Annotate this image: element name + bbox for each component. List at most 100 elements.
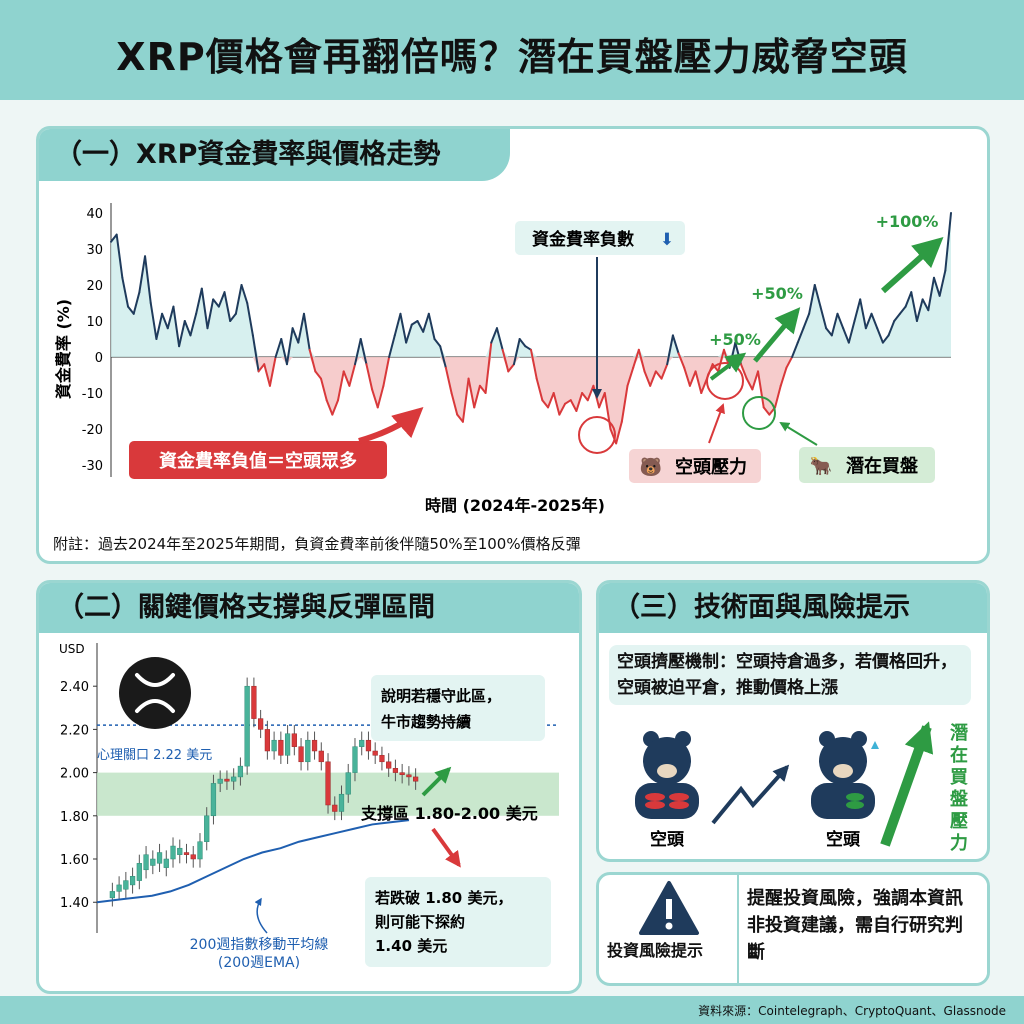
rally-label-50a: +50% (709, 330, 761, 349)
funding-line-segment (564, 399, 572, 405)
funding-line-segment (461, 377, 470, 423)
bear-pressure-badge (629, 449, 761, 483)
candle (244, 685, 250, 767)
funding-line-segment (388, 334, 396, 358)
funding-line-segment (808, 284, 816, 315)
funding-line-segment (932, 276, 941, 297)
bear-face-icon: 🐻 (640, 456, 662, 478)
funding-line-segment (927, 276, 935, 312)
funding-line-segment (155, 312, 164, 340)
funding-line-segment (149, 302, 158, 340)
funding-line-segment (898, 305, 907, 315)
candle (278, 739, 284, 756)
candle (399, 772, 405, 776)
candle (163, 858, 169, 868)
bear-label-2: 空頭 (826, 829, 861, 850)
candle (109, 891, 115, 899)
y-tick-label: 2.20 (60, 723, 89, 738)
bear-crowd-label: 資金費率負值＝空頭眾多 (159, 450, 357, 472)
funding-line-segment (195, 287, 203, 315)
svg-text:壓: 壓 (950, 811, 968, 832)
candle (365, 739, 372, 752)
funding-line-segment (825, 327, 833, 337)
funding-line-segment (813, 284, 822, 308)
candle (352, 746, 358, 773)
buy-pressure-label: 潛 在 買 盤 壓 力 (950, 723, 969, 854)
funding-line-segment (274, 338, 283, 358)
funding-line-segment (581, 392, 589, 402)
candle (372, 750, 378, 756)
funding-line-segment (490, 327, 498, 344)
funding-line-segment (234, 284, 243, 315)
candle (204, 815, 210, 842)
svg-text:在: 在 (950, 744, 968, 766)
y-tick-label: 1.80 (60, 810, 89, 825)
funding-line-segment (762, 406, 771, 416)
funding-line-segment (302, 312, 311, 351)
candle (379, 755, 385, 763)
funding-line-segment (637, 348, 646, 373)
bear-crowd-badge (129, 441, 387, 479)
funding-line-segment (172, 305, 181, 348)
candle (345, 772, 351, 795)
funding-line-segment (876, 327, 884, 344)
bear-arrow-icon (431, 827, 461, 868)
funding-line-segment (263, 363, 271, 387)
funding-line-segment (121, 276, 130, 308)
funding-line-segment (575, 392, 584, 412)
y-tick-label: 2.00 (60, 767, 89, 782)
candle (217, 778, 223, 784)
candle (305, 739, 311, 763)
funding-line-segment (535, 377, 544, 402)
funding-rate-panel: （一）XRP資金費率與價格走勢 40 30 20 10 0 -10 -20 -30 資金費率 … (36, 126, 990, 564)
funding-line-segment (779, 366, 788, 387)
y-tick-label: 2.40 (60, 680, 89, 695)
funding-line-segment (285, 327, 294, 366)
bear-note-line3: 1.40 美元 (375, 937, 447, 955)
funding-line-segment (842, 327, 850, 344)
funding-line-segment (478, 384, 487, 394)
funding-line-segment (337, 370, 345, 402)
rally-label-100: +100% (876, 212, 939, 231)
bear-label-1: 空頭 (650, 829, 685, 850)
potential-buy-label: 潛在買盤 (846, 455, 919, 477)
bull-note-line2: 牛市趨勢持續 (381, 713, 471, 731)
funding-line-segment (791, 341, 799, 358)
candle (264, 729, 270, 752)
funding-line-segment (456, 413, 464, 423)
funding-line-segment (376, 384, 385, 409)
short-squeeze-text: 空頭擠壓機制：空頭持倉過多，若價格回升，空頭被迫平倉，推動價格上漲 (609, 645, 971, 705)
funding-line-segment (399, 312, 408, 344)
candle (190, 854, 196, 860)
funding-line-segment (127, 305, 135, 315)
y-tick-label: 20 (86, 279, 103, 294)
funding-line-segment (864, 312, 873, 330)
funding-line-segment (161, 312, 169, 330)
section-title-technical: （三）技術面與風險提示 (599, 583, 987, 633)
funding-line-segment (297, 312, 305, 344)
negative-funding-box (515, 221, 685, 255)
candle (386, 761, 392, 769)
funding-line-segment (694, 370, 703, 394)
candle (338, 793, 345, 812)
candle (210, 783, 217, 817)
funding-line-segment (853, 298, 862, 322)
funding-line-segment (558, 402, 567, 416)
candle (325, 761, 331, 806)
warning-icon (639, 881, 699, 935)
section-title-support: （二）關鍵價格支撐與反彈區間 (39, 583, 579, 633)
funding-line-segment (450, 392, 459, 416)
funding-line-segment (166, 305, 175, 330)
svg-text:力: 力 (950, 833, 968, 854)
funding-line-segment (887, 320, 896, 337)
funding-line-segment (320, 377, 328, 402)
positive-area (111, 213, 951, 357)
x-axis-label: 時間 (2024年-2025年) (425, 496, 605, 515)
funding-line-segment (183, 320, 192, 337)
funding-line-segment (371, 388, 379, 409)
funding-line-segment (393, 312, 402, 337)
funding-line-segment (240, 284, 249, 304)
candle (271, 739, 277, 752)
funding-line-segment (649, 370, 657, 387)
candle (311, 739, 318, 752)
